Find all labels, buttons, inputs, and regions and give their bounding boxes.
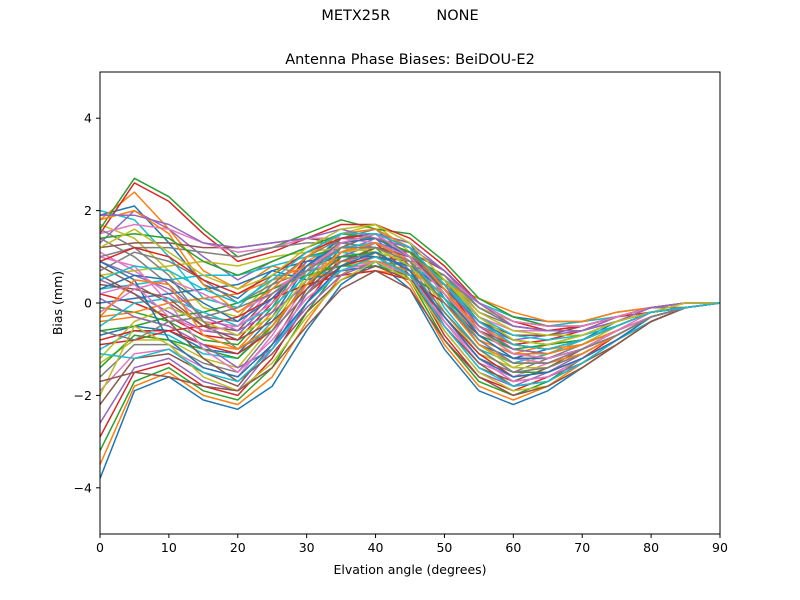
x-axis-label: Elvation angle (degrees) (333, 562, 486, 577)
y-axis: −4 −2 0 2 4 (74, 111, 100, 495)
series-line-1 (100, 260, 720, 479)
series-line-59 (100, 223, 720, 346)
y-tick-label: −4 (74, 480, 92, 495)
series-line-3 (100, 246, 720, 452)
x-tick-label: 30 (299, 540, 315, 555)
plot-frame (99, 71, 721, 535)
chart-title: Antenna Phase Biases: BeiDOU-E2 (285, 52, 535, 68)
x-tick-label: 10 (161, 540, 177, 555)
series-line-57 (100, 232, 720, 360)
x-tick-label: 0 (96, 540, 104, 555)
y-tick-label: 4 (84, 111, 92, 126)
y-tick-label: −2 (74, 388, 92, 403)
y-axis-label: Bias (mm) (50, 271, 65, 335)
x-tick-label: 60 (505, 540, 521, 555)
series-line-36 (100, 246, 720, 360)
x-tick-label: 50 (436, 540, 452, 555)
series-line-60 (100, 232, 720, 350)
figure-suptitle: METX25R NONE (321, 8, 479, 24)
series-line-56 (100, 269, 720, 397)
y-tick-label: 2 (84, 203, 92, 218)
x-axis: 0 10 20 30 40 50 60 70 80 90 (96, 534, 728, 555)
series-line-51 (100, 251, 720, 378)
series-line-58 (100, 246, 720, 364)
x-tick-label: 40 (368, 540, 384, 555)
x-tick-label: 20 (230, 540, 246, 555)
x-tick-label: 70 (574, 540, 590, 555)
x-tick-label: 80 (643, 540, 659, 555)
x-tick-label: 90 (712, 540, 728, 555)
y-tick-label: 0 (84, 296, 92, 311)
series-layer (100, 177, 720, 479)
